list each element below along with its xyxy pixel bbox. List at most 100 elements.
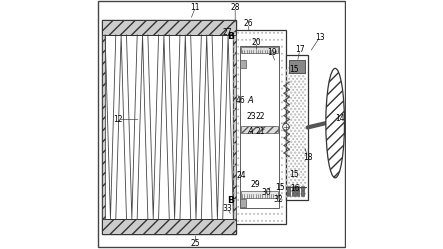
Circle shape: [292, 72, 294, 74]
Circle shape: [241, 171, 243, 173]
Circle shape: [304, 67, 306, 69]
Circle shape: [298, 135, 300, 137]
Circle shape: [277, 213, 279, 215]
Circle shape: [294, 162, 296, 165]
Circle shape: [288, 193, 290, 195]
Circle shape: [233, 53, 235, 55]
Circle shape: [269, 192, 271, 194]
Circle shape: [300, 127, 302, 129]
Circle shape: [241, 136, 243, 138]
Circle shape: [249, 67, 251, 69]
Circle shape: [286, 140, 288, 143]
Circle shape: [249, 157, 251, 159]
Circle shape: [277, 39, 279, 41]
Circle shape: [233, 150, 235, 152]
Circle shape: [302, 75, 304, 77]
Circle shape: [300, 83, 302, 85]
Circle shape: [290, 69, 292, 72]
Circle shape: [300, 78, 302, 80]
Circle shape: [273, 32, 275, 34]
Circle shape: [233, 220, 235, 222]
Circle shape: [265, 164, 267, 166]
Circle shape: [292, 193, 294, 195]
Circle shape: [304, 105, 306, 107]
Circle shape: [273, 53, 275, 55]
Circle shape: [304, 193, 306, 195]
Circle shape: [296, 193, 298, 195]
Circle shape: [249, 129, 251, 131]
Text: 18: 18: [303, 153, 313, 162]
Circle shape: [249, 206, 251, 208]
Circle shape: [237, 150, 239, 152]
Text: 32: 32: [273, 195, 283, 204]
Circle shape: [277, 129, 279, 131]
Circle shape: [304, 138, 306, 140]
Circle shape: [292, 154, 294, 156]
Circle shape: [302, 108, 304, 110]
Circle shape: [281, 192, 283, 194]
Circle shape: [257, 185, 259, 187]
Circle shape: [265, 39, 267, 41]
Circle shape: [241, 178, 243, 180]
Circle shape: [302, 86, 304, 88]
Circle shape: [261, 150, 263, 152]
Circle shape: [300, 176, 302, 178]
Circle shape: [245, 67, 247, 69]
Circle shape: [298, 108, 300, 110]
Circle shape: [249, 102, 251, 104]
Circle shape: [249, 109, 251, 110]
Circle shape: [261, 192, 263, 194]
Circle shape: [245, 171, 247, 173]
Bar: [102, 20, 237, 35]
Circle shape: [296, 143, 298, 145]
Bar: [286, 55, 307, 200]
Circle shape: [269, 39, 271, 41]
Circle shape: [269, 53, 271, 55]
Circle shape: [261, 122, 263, 124]
Circle shape: [245, 102, 247, 104]
Circle shape: [294, 91, 296, 94]
Circle shape: [257, 39, 259, 41]
Circle shape: [269, 115, 271, 117]
Circle shape: [290, 190, 292, 192]
Circle shape: [281, 102, 283, 104]
Circle shape: [257, 60, 259, 62]
Circle shape: [290, 86, 292, 88]
Circle shape: [261, 81, 263, 83]
Circle shape: [298, 97, 300, 99]
Circle shape: [281, 136, 283, 138]
Circle shape: [233, 185, 235, 187]
Circle shape: [261, 171, 263, 173]
Circle shape: [300, 67, 302, 69]
Bar: [240, 199, 246, 207]
Circle shape: [233, 74, 235, 76]
Circle shape: [292, 176, 294, 178]
Circle shape: [292, 100, 294, 102]
Circle shape: [294, 146, 296, 148]
Circle shape: [286, 162, 288, 165]
Circle shape: [290, 179, 292, 181]
Circle shape: [300, 171, 302, 173]
Circle shape: [290, 124, 292, 126]
Circle shape: [281, 157, 283, 159]
Circle shape: [273, 192, 275, 194]
Circle shape: [277, 95, 279, 97]
Circle shape: [277, 115, 279, 117]
Circle shape: [257, 199, 259, 201]
Circle shape: [292, 83, 294, 85]
Circle shape: [298, 129, 300, 132]
Circle shape: [261, 136, 263, 138]
Circle shape: [273, 60, 275, 62]
Circle shape: [245, 213, 247, 215]
Text: A: A: [248, 96, 253, 105]
Circle shape: [237, 60, 239, 62]
Circle shape: [294, 184, 296, 187]
Text: 24: 24: [236, 171, 246, 180]
Circle shape: [302, 168, 304, 170]
Circle shape: [249, 115, 251, 117]
Circle shape: [298, 162, 300, 165]
Circle shape: [273, 206, 275, 208]
Circle shape: [253, 67, 255, 69]
Circle shape: [286, 135, 288, 137]
Text: 33: 33: [222, 204, 232, 213]
